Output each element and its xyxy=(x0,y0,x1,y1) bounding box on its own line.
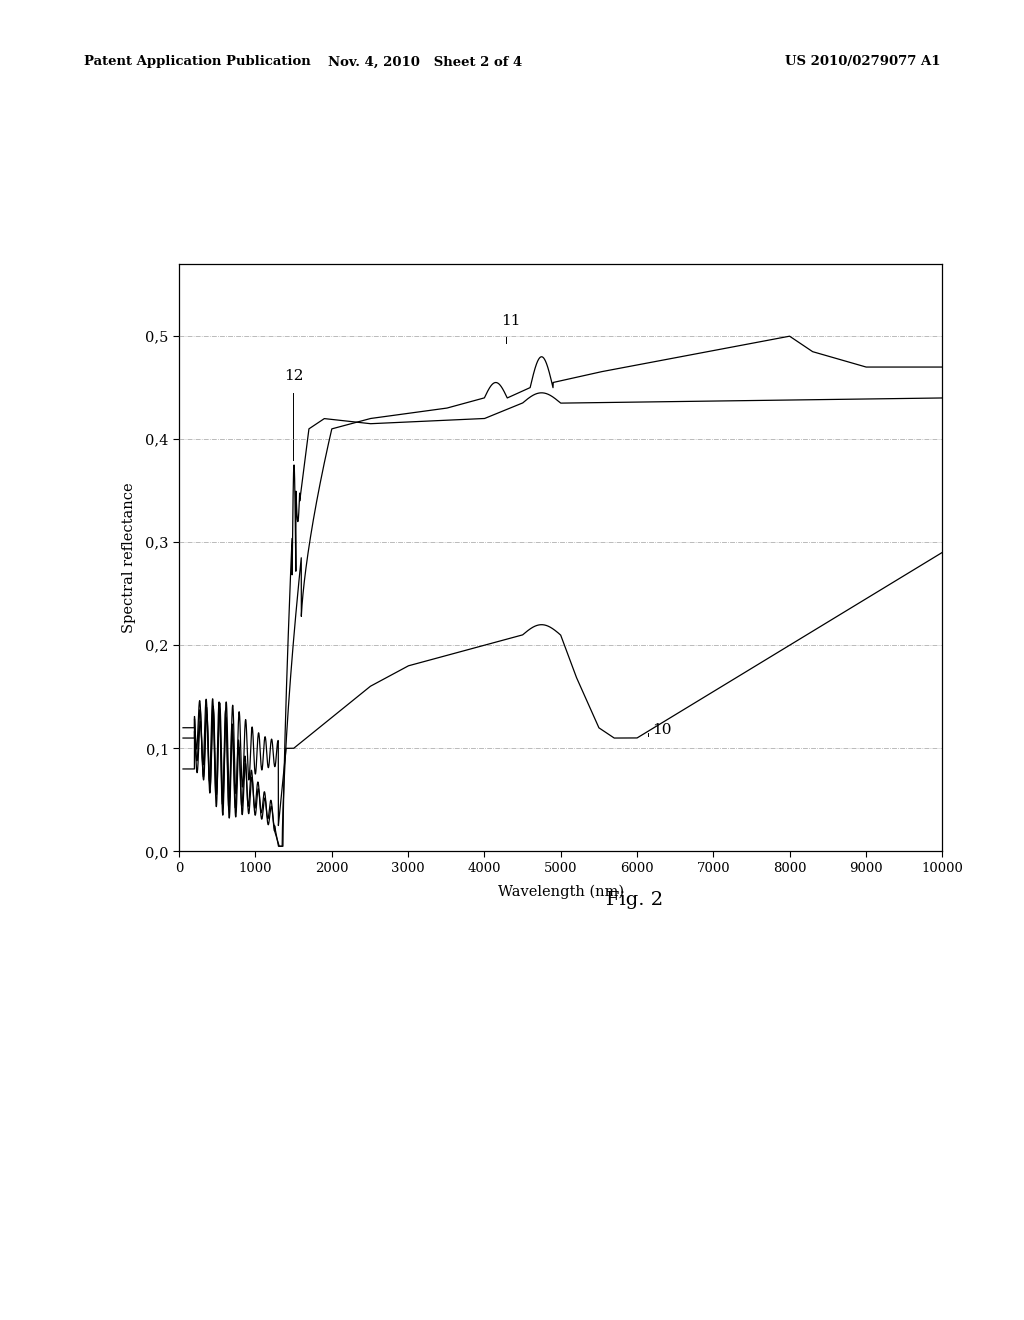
Y-axis label: Spectral reflectance: Spectral reflectance xyxy=(122,482,135,634)
X-axis label: Wavelength (nm): Wavelength (nm) xyxy=(498,884,624,899)
Text: Patent Application Publication: Patent Application Publication xyxy=(84,55,310,69)
Text: 11: 11 xyxy=(502,314,521,327)
Text: Nov. 4, 2010   Sheet 2 of 4: Nov. 4, 2010 Sheet 2 of 4 xyxy=(328,55,522,69)
Text: Fig. 2: Fig. 2 xyxy=(606,891,664,909)
Text: US 2010/0279077 A1: US 2010/0279077 A1 xyxy=(784,55,940,69)
Text: 10: 10 xyxy=(652,723,672,737)
Text: 12: 12 xyxy=(284,368,303,383)
